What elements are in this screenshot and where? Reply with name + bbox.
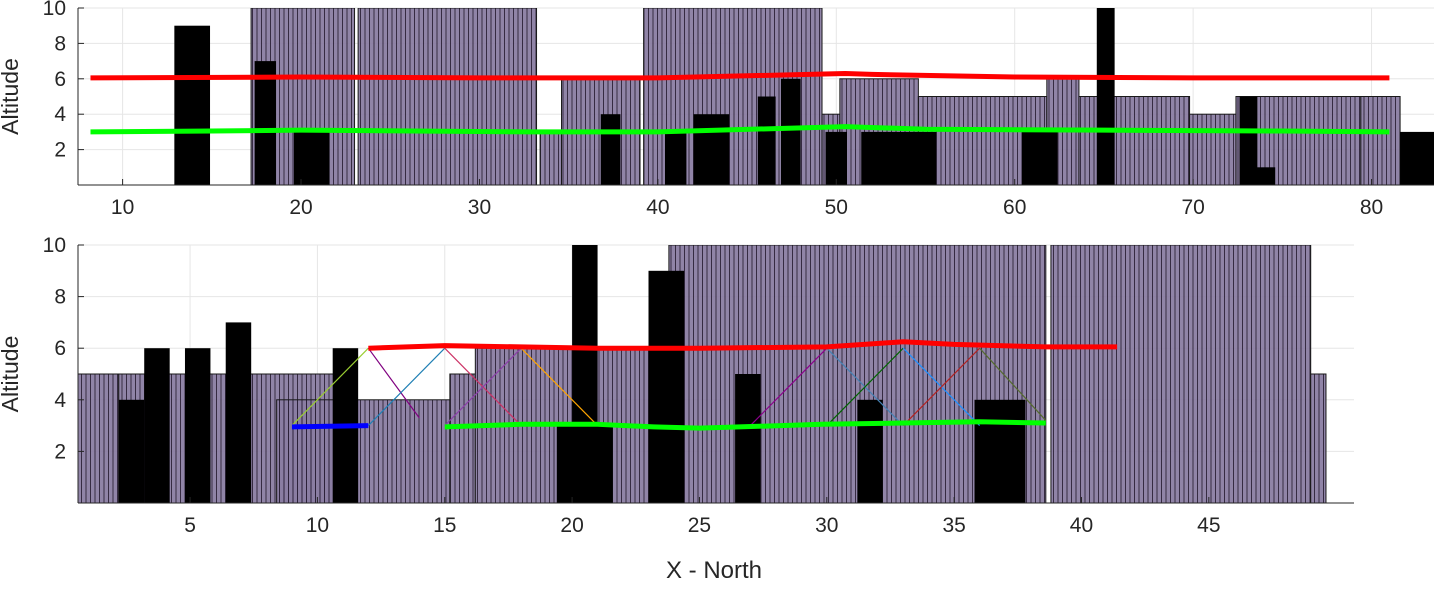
y-tick-label: 6 (54, 337, 66, 360)
obstacle-bar (184, 348, 211, 503)
building-bar (276, 399, 451, 503)
x-tick-label: 5 (184, 514, 196, 537)
obstacle-bar (1400, 131, 1434, 185)
transition-line (826, 347, 904, 427)
x-tick-label: 15 (433, 514, 456, 537)
x-tick-label: 10 (306, 514, 329, 537)
transition-line (520, 347, 598, 427)
plot-area (78, 245, 1327, 503)
obstacle-bar (293, 131, 330, 185)
obstacle-bar (582, 425, 613, 503)
y-tick-label: 4 (54, 389, 66, 412)
series-path-high (90, 70, 1390, 81)
x-tick-label: 70 (1181, 196, 1204, 219)
series-path-low (90, 124, 1390, 135)
series-path-low (444, 419, 1046, 431)
series-path-high (368, 339, 1118, 351)
obstacle-bar (600, 114, 621, 185)
obstacle-bar (857, 399, 883, 503)
obstacle-bar (693, 114, 730, 185)
y-tick-label: 4 (54, 103, 66, 126)
building-bar (1050, 245, 1312, 503)
top-panel: 10 20 30 40 50 60 70 80 2 4 6 8 10 Altitude (0, 0, 1434, 219)
x-tick-label: 30 (815, 514, 838, 537)
bottom-panel: 5 10 15 20 25 30 35 40 45 2 4 6 8 10 Altitude X - North (0, 234, 1354, 584)
obstacle-bar (780, 78, 801, 185)
x-tick-label: 45 (1197, 514, 1220, 537)
x-tick-label: 20 (289, 196, 312, 219)
obstacle-bar (1239, 96, 1258, 185)
transition-line (367, 347, 446, 427)
obstacle-bar (825, 131, 847, 185)
obstacle-bar (665, 131, 687, 185)
y-tick-label: 10 (43, 0, 66, 20)
x-tick-label: 50 (825, 196, 848, 219)
series-path-start (291, 423, 369, 430)
obstacle-bar (735, 374, 761, 503)
x-tick-label: 60 (1003, 196, 1026, 219)
transition-line (749, 347, 828, 427)
transition-line (902, 347, 981, 427)
obstacle-bar (254, 61, 277, 185)
transition-line (367, 347, 420, 419)
building-bar (1078, 96, 1191, 185)
building-bar (357, 8, 538, 185)
x-tick-label: 25 (688, 514, 711, 537)
y-tick-label: 10 (43, 234, 66, 257)
obstacle-bar (144, 348, 170, 503)
y-tick-label: 6 (54, 68, 66, 91)
y-axis-label: Altitude (0, 336, 23, 413)
building-bar (78, 373, 120, 503)
x-tick-label: 80 (1360, 196, 1383, 219)
y-tick-label: 2 (54, 440, 66, 463)
obstacle-bar (225, 322, 252, 503)
x-tick-label: 30 (468, 196, 491, 219)
obstacle-bar (118, 399, 145, 503)
building-bar (1360, 96, 1401, 185)
x-tick-label: 40 (1070, 514, 1093, 537)
y-tick-label: 2 (54, 139, 66, 162)
x-tick-label: 40 (646, 196, 669, 219)
building-bar (539, 131, 563, 185)
obstacle-bar (1096, 8, 1115, 185)
obstacle-bar (648, 270, 685, 503)
y-axis-label: Altitude (0, 58, 23, 135)
y-tick-label: 8 (54, 32, 66, 55)
plot-area (90, 8, 1434, 185)
building-bar (449, 373, 476, 503)
obstacle-bar (174, 25, 211, 185)
transition-line (444, 347, 522, 427)
building-bar (1189, 113, 1237, 185)
x-tick-label: 20 (560, 514, 583, 537)
obstacle-bar (861, 131, 937, 185)
x-tick-label: 35 (942, 514, 965, 537)
transition-line (291, 347, 369, 427)
x-tick-label: 10 (111, 196, 134, 219)
building-bar (1310, 373, 1327, 503)
transition-line (979, 347, 1047, 421)
obstacle-bar (1253, 167, 1276, 185)
x-axis-label: X - North (666, 557, 762, 584)
y-tick-label: 8 (54, 286, 66, 309)
obstacle-bar (757, 96, 776, 185)
obstacle-bar (1021, 131, 1058, 185)
obstacle-bar (974, 399, 1026, 503)
